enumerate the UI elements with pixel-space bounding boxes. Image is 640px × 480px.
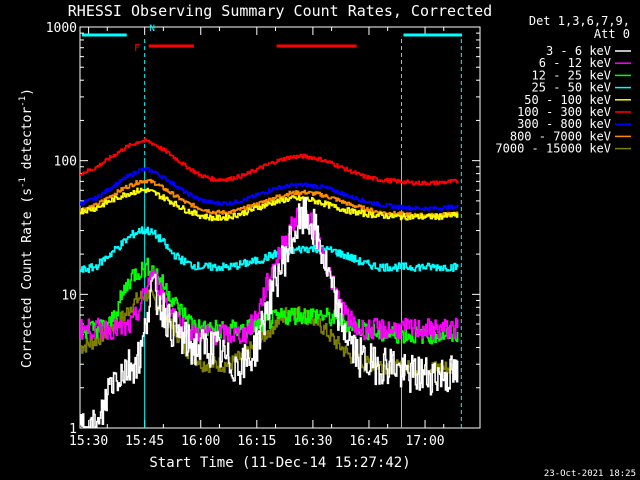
legend-header-line-1: Det 1,3,6,7,9, <box>529 14 630 28</box>
legend-entry-label: 800 - 7000 keV <box>510 129 611 143</box>
series-line-3-6-kev <box>80 197 459 428</box>
legend-entry-label: 12 - 25 keV <box>532 68 611 82</box>
x-tick-label: 16:00 <box>181 434 220 449</box>
legend-entry-label: 100 - 300 keV <box>517 105 611 119</box>
x-tick-label: 17:00 <box>405 434 444 449</box>
y-tick-label: 1000 <box>46 21 77 36</box>
x-axis: 15:30 15:45 16:00 16:15 16:30 16:45 17:00 <box>69 27 445 449</box>
legend-entry-label: 7000 - 15000 keV <box>495 142 611 156</box>
series-line-50-100-kev <box>80 187 459 222</box>
legend-entry-label: 6 - 12 keV <box>539 56 611 70</box>
x-tick-label: 16:30 <box>293 434 332 449</box>
night-marker-label: N <box>149 24 154 34</box>
y-axis-label-main: Corrected Count Rate (s <box>20 188 35 368</box>
y-tick-label: 10 <box>61 288 77 303</box>
chart-title: RHESSI Observing Summary Count Rates, Co… <box>68 2 492 20</box>
legend-entry-label: 25 - 50 keV <box>532 81 611 95</box>
series-line-300-800-kev <box>80 166 459 212</box>
series-line-100-300-kev <box>80 138 459 186</box>
y-tick-label: 100 <box>54 155 77 170</box>
plot-frame <box>79 26 481 429</box>
y-tick-label: 1 <box>69 422 77 437</box>
flare-marker-label: F <box>134 43 140 54</box>
footer-timestamp: 23-Oct-2021 18:25 <box>544 469 636 479</box>
y-axis-label-end: ) <box>20 88 35 96</box>
x-tick-label: 16:15 <box>237 434 276 449</box>
x-tick-label: 15:30 <box>69 434 108 449</box>
legend-header-line-2: Att 0 <box>594 27 630 41</box>
legend-entry-label: 300 - 800 keV <box>517 117 611 131</box>
y-axis-label: Corrected Count Rate (s-1 detector-1) <box>18 88 35 368</box>
y-axis-label-sup-2: -1 <box>18 96 28 107</box>
x-axis-label: Start Time (11-Dec-14 15:27:42) <box>149 455 410 471</box>
series-layer <box>80 138 459 428</box>
x-tick-label: 15:45 <box>125 434 164 449</box>
y-axis-label-mid: detector <box>20 107 35 178</box>
legend-entry-label: 50 - 100 keV <box>524 93 611 107</box>
legend-entry-label: 3 - 6 keV <box>546 44 611 58</box>
plot-border <box>79 26 481 429</box>
series-line-25-50-kev <box>80 226 459 273</box>
y-axis-label-sup-1: -1 <box>18 177 28 188</box>
x-tick-label: 16:45 <box>349 434 388 449</box>
